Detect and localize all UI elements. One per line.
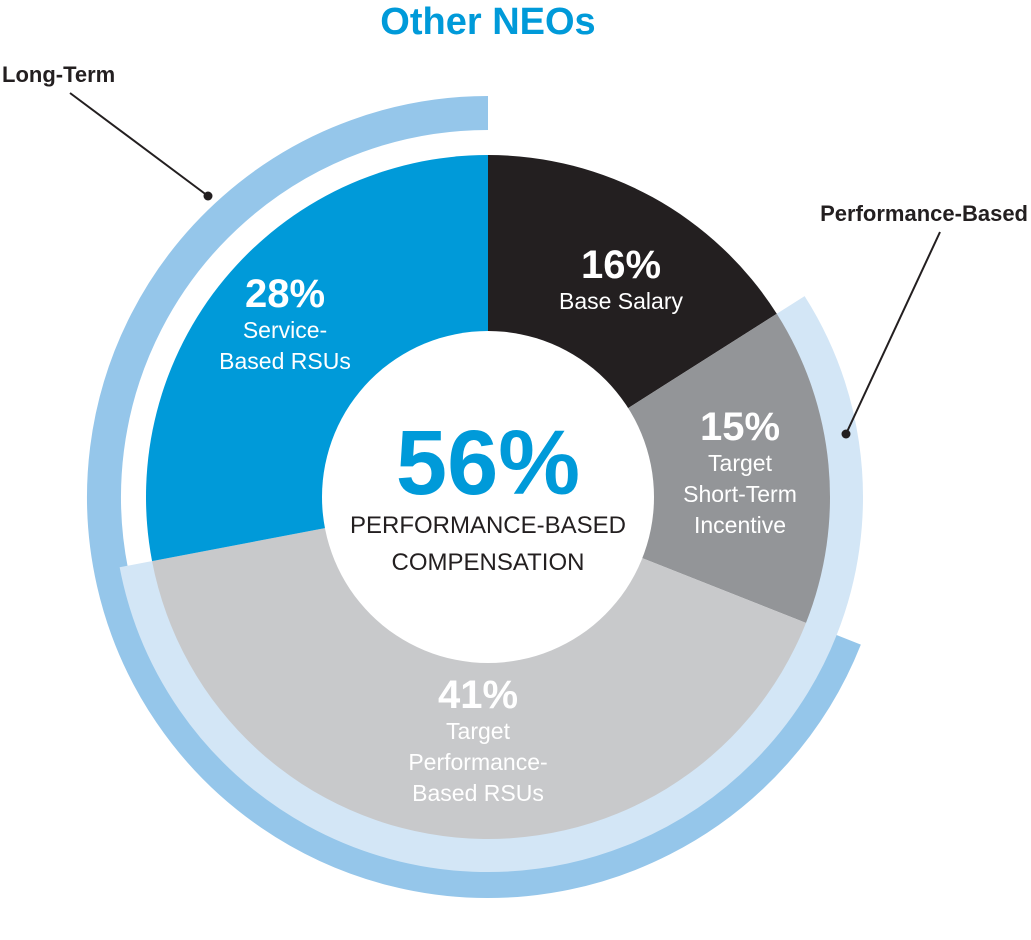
label-target-perf-rsus-line: Target [446, 718, 511, 744]
ring-long-term [87, 96, 861, 898]
performance-based-label: Performance-Based [820, 201, 1028, 226]
center-label-line1: PERFORMANCE-BASED [350, 512, 626, 539]
performance-based-leader-line [845, 231, 941, 435]
slice-labels: 16%Base Salary15%TargetShort-TermIncenti… [219, 243, 797, 806]
label-target-perf-rsus-line: Performance- [408, 749, 547, 775]
label-target-perf-rsus-line: Based RSUs [412, 780, 544, 806]
outer-rings [87, 96, 863, 898]
label-target-sti-line: Short-Term [683, 481, 797, 507]
long-term-leader-dot [203, 191, 213, 201]
performance-based-leader-dot [841, 429, 851, 439]
long-term-label: Long-Term [2, 62, 115, 87]
slice-target-perf-rsus [152, 497, 806, 839]
label-service-rsus-pct: 28% [245, 272, 325, 316]
label-target-sti-line: Target [708, 450, 773, 476]
chart-title: Other NEOs [380, 1, 595, 43]
slice-target-sti [488, 313, 831, 623]
label-base-salary-pct: 16% [581, 243, 661, 287]
label-target-perf-rsus-pct: 41% [438, 673, 518, 717]
center-label-line2: COMPENSATION [392, 549, 585, 576]
ring-performance-based [119, 296, 863, 872]
label-base-salary-line: Base Salary [559, 288, 684, 314]
long-term-leader-line [69, 92, 209, 197]
label-service-rsus-line: Service- [243, 317, 327, 343]
center-value: 56% [396, 412, 580, 514]
label-target-sti-pct: 15% [700, 405, 780, 449]
label-service-rsus-line: Based RSUs [219, 348, 351, 374]
center-hole [322, 331, 654, 663]
label-target-sti-line: Incentive [694, 512, 786, 538]
